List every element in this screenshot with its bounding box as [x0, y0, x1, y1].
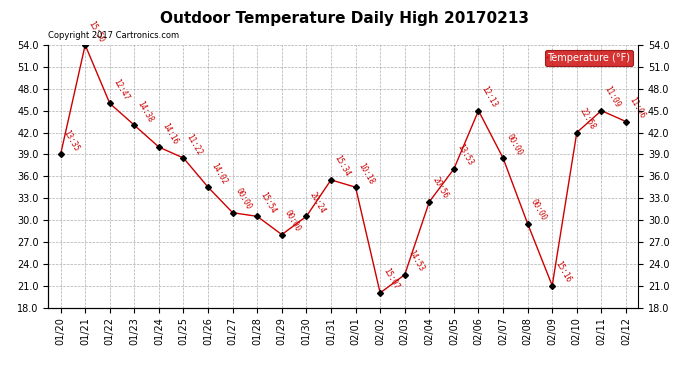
- Text: 11:06: 11:06: [627, 96, 647, 120]
- Text: Outdoor Temperature Daily High 20170213: Outdoor Temperature Daily High 20170213: [161, 11, 529, 26]
- Text: 00:00: 00:00: [234, 187, 253, 211]
- Text: 00:00: 00:00: [283, 209, 302, 233]
- Text: 10:18: 10:18: [357, 161, 376, 186]
- Text: 00:00: 00:00: [529, 198, 549, 222]
- Text: 12:13: 12:13: [480, 85, 499, 109]
- Text: 12:47: 12:47: [111, 77, 130, 102]
- Text: 20:56: 20:56: [431, 176, 450, 200]
- Legend: Temperature (°F): Temperature (°F): [544, 50, 633, 66]
- Text: Copyright 2017 Cartronics.com: Copyright 2017 Cartronics.com: [48, 31, 179, 40]
- Text: 20:24: 20:24: [308, 190, 327, 215]
- Text: 11:09: 11:09: [602, 85, 622, 109]
- Text: 14:02: 14:02: [209, 161, 228, 186]
- Text: 14:16: 14:16: [160, 121, 179, 146]
- Text: 13:53: 13:53: [455, 143, 475, 168]
- Text: 14:38: 14:38: [135, 99, 155, 124]
- Text: 15:16: 15:16: [553, 260, 573, 284]
- Text: 22:58: 22:58: [578, 106, 598, 131]
- Text: 14:53: 14:53: [406, 249, 425, 273]
- Text: 00:00: 00:00: [504, 132, 524, 157]
- Text: 13:35: 13:35: [62, 128, 81, 153]
- Text: 15:54: 15:54: [259, 190, 278, 215]
- Text: 11:22: 11:22: [185, 132, 204, 157]
- Text: 15:34: 15:34: [332, 154, 352, 178]
- Text: 15:07: 15:07: [382, 267, 401, 291]
- Text: 15:50: 15:50: [86, 19, 106, 44]
